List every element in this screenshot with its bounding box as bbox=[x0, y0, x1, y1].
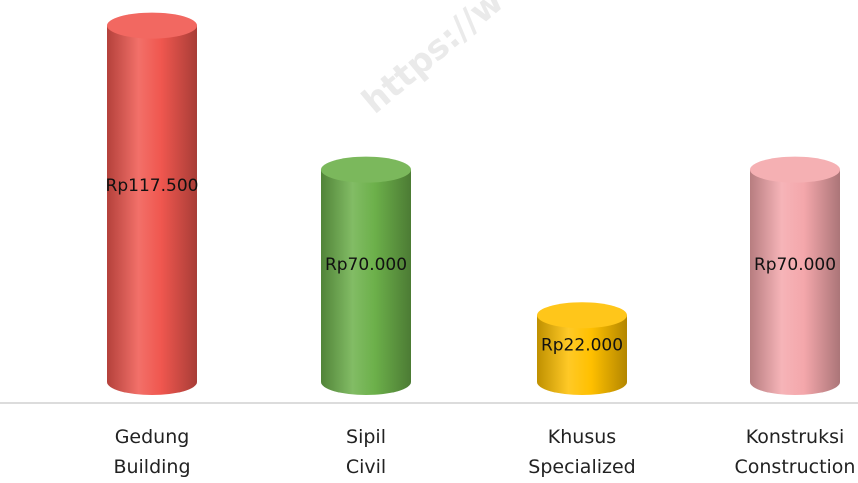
value-label: Rp70.000 bbox=[754, 255, 836, 275]
value-label: Rp70.000 bbox=[325, 255, 407, 275]
cylinder-top bbox=[321, 156, 411, 183]
value-label: Rp22.000 bbox=[541, 335, 623, 355]
cylinder-top bbox=[750, 156, 840, 183]
cylinder-top bbox=[537, 302, 627, 329]
x-tick-label: Khusus Specialized bbox=[528, 426, 636, 478]
x-tick-label: Konstruksi Construction bbox=[734, 426, 856, 478]
bar bbox=[321, 169, 411, 382]
x-tick-label: Gedung Building bbox=[113, 426, 191, 478]
x-tick-label: Sipil Civil bbox=[345, 426, 387, 478]
bar bbox=[107, 25, 197, 382]
value-label: Rp117.500 bbox=[106, 176, 199, 196]
cylinder-top bbox=[107, 12, 197, 39]
watermark: https://w bbox=[355, 0, 512, 122]
bar bbox=[750, 169, 840, 382]
